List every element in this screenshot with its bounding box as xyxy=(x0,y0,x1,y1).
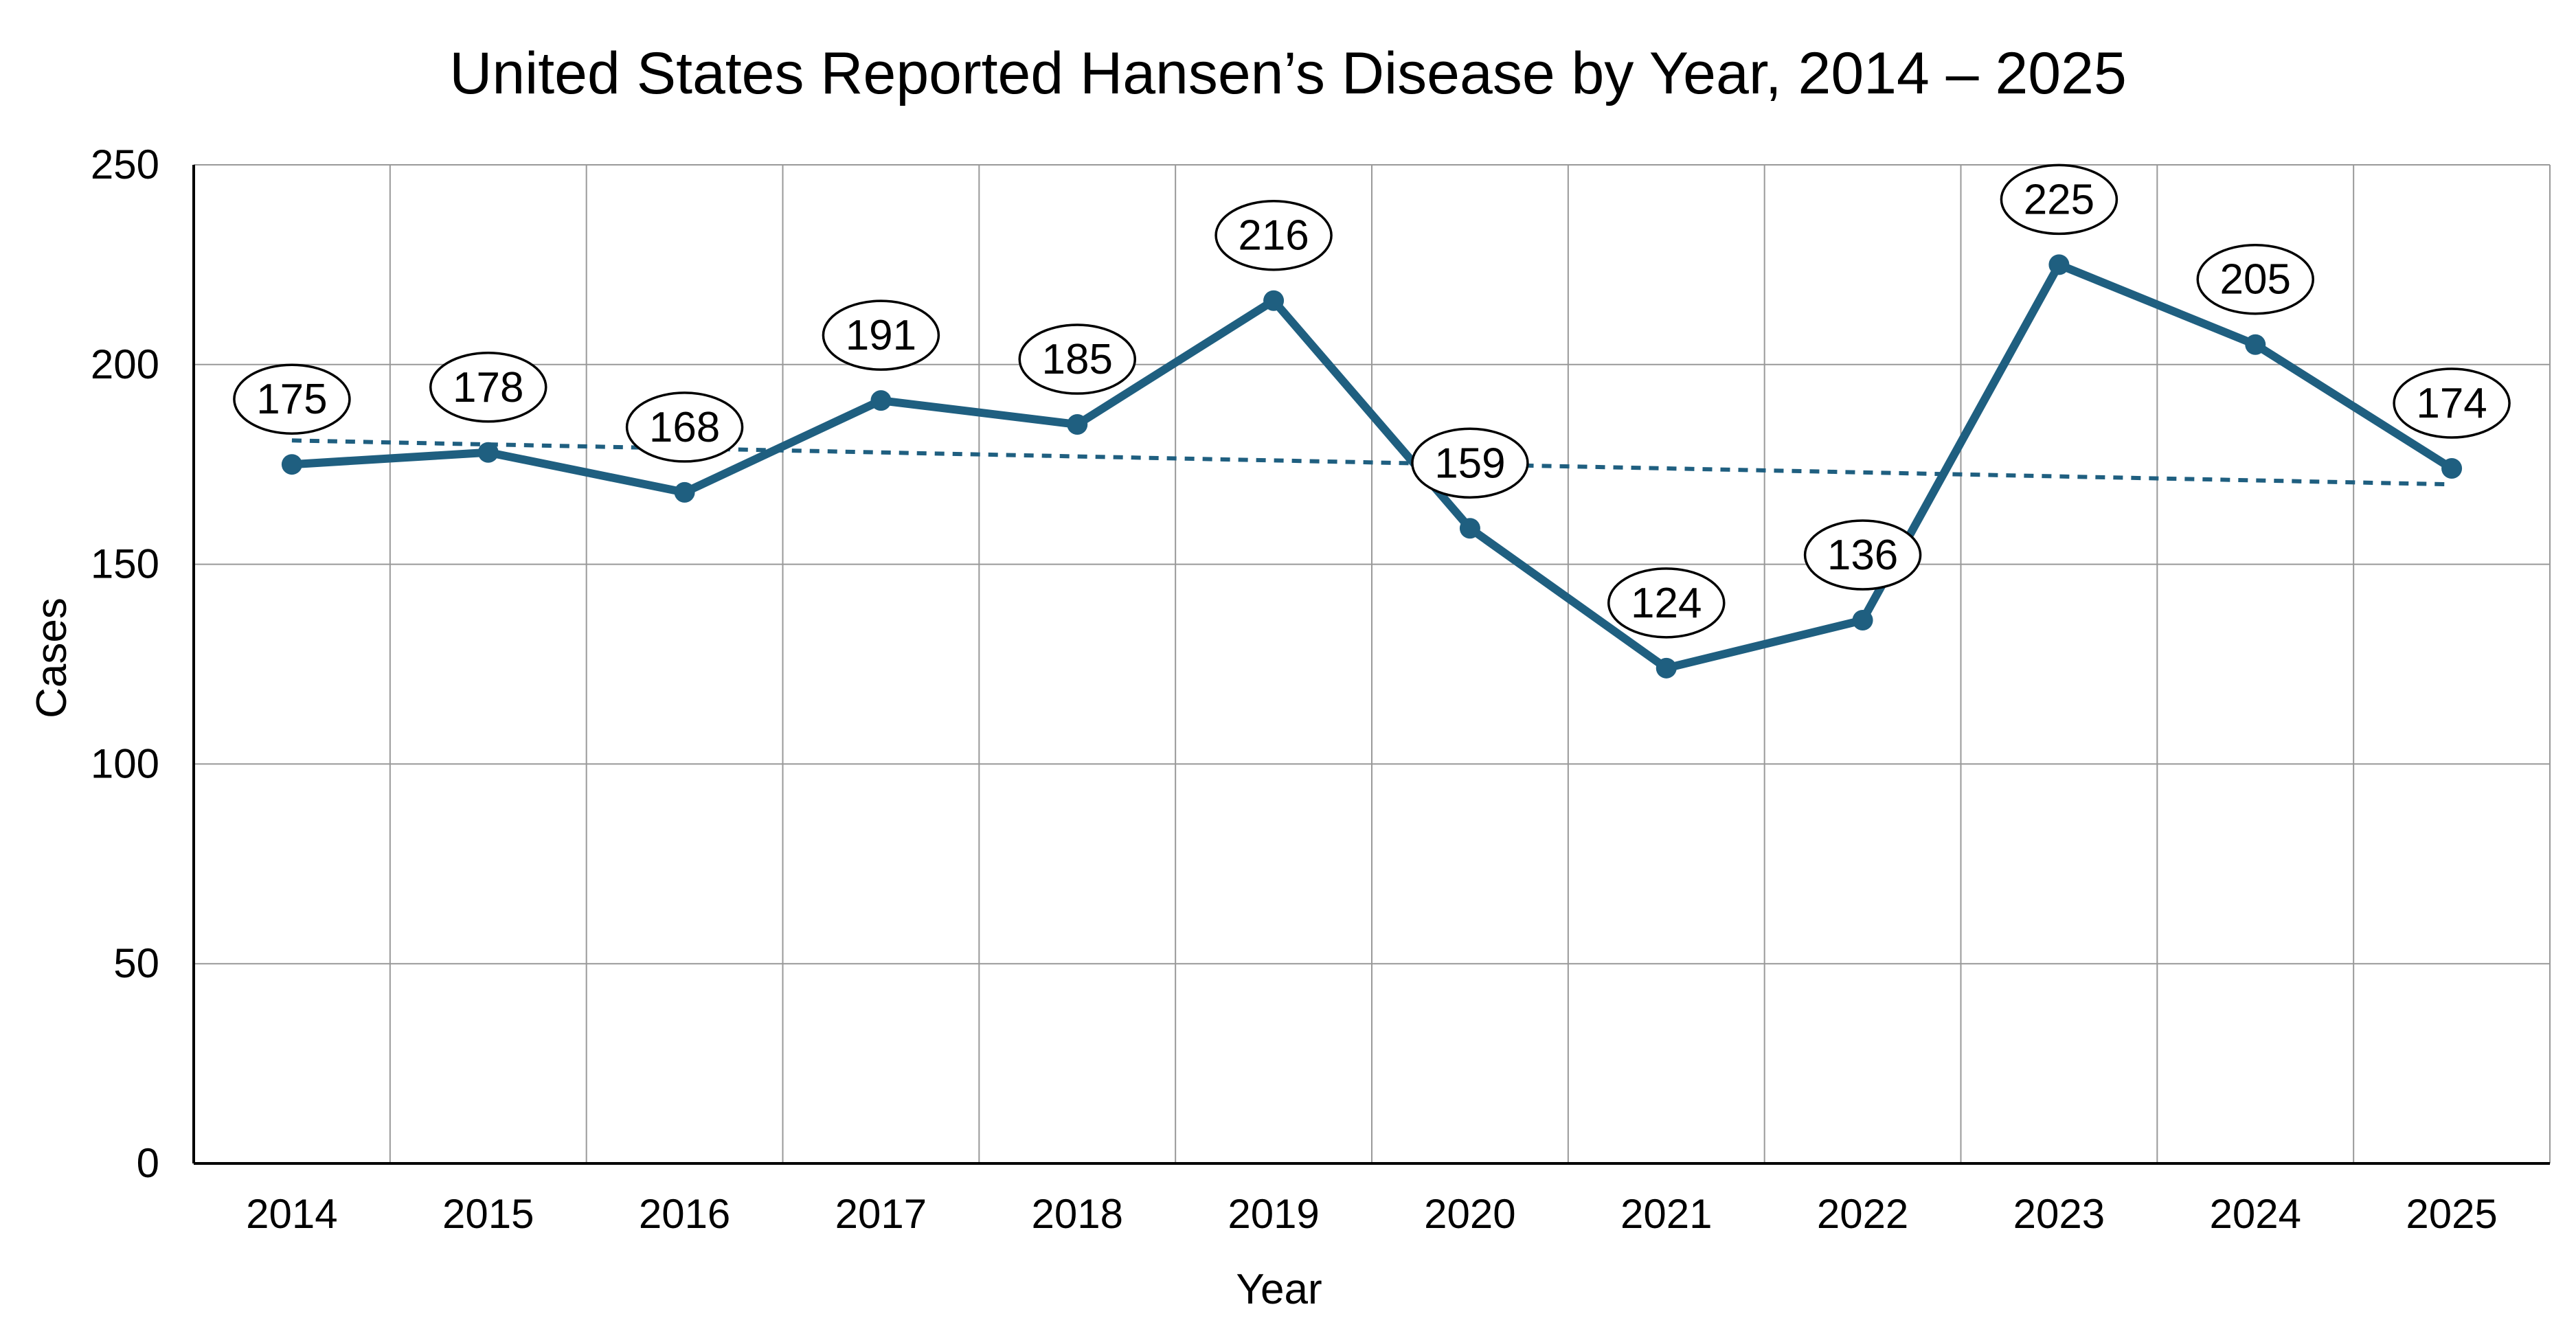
data-label-text: 175 xyxy=(256,376,327,423)
data-label-text: 124 xyxy=(1631,580,1702,627)
data-label: 178 xyxy=(429,352,547,423)
y-tick-label: 200 xyxy=(91,341,159,387)
data-point xyxy=(1852,610,1873,631)
data-point xyxy=(477,442,499,463)
grid xyxy=(194,164,2551,1163)
y-tick-label: 50 xyxy=(113,940,159,986)
data-point xyxy=(1263,290,1285,311)
x-tick-label: 2017 xyxy=(835,1191,927,1237)
data-point xyxy=(1459,518,1480,539)
data-label-bubble xyxy=(1803,519,1922,591)
data-label-bubble xyxy=(625,391,744,463)
data-label: 205 xyxy=(2196,243,2314,315)
x-tick-label: 2020 xyxy=(1424,1191,1515,1237)
data-label: 216 xyxy=(1214,199,1333,271)
data-label-text: 136 xyxy=(1827,532,1898,579)
data-point xyxy=(870,390,892,411)
x-tick-label: 2022 xyxy=(1817,1191,1908,1237)
data-label: 225 xyxy=(2000,163,2119,236)
x-tick-label: 2015 xyxy=(442,1191,534,1237)
data-label-text: 178 xyxy=(453,364,523,411)
data-label-text: 225 xyxy=(2024,176,2094,223)
data-label-text: 191 xyxy=(846,312,916,359)
data-label-text: 185 xyxy=(1042,336,1113,383)
data-label-text: 168 xyxy=(649,404,720,451)
y-tick-label: 100 xyxy=(91,740,159,786)
x-axis-label: Year xyxy=(1236,1266,1322,1313)
data-label-bubble xyxy=(1018,323,1136,395)
data-label: 159 xyxy=(1411,427,1529,499)
data-label-text: 174 xyxy=(2416,380,2487,427)
data-label-bubble xyxy=(429,352,547,423)
data-point xyxy=(1067,414,1088,435)
data-label-text: 159 xyxy=(1434,440,1505,487)
x-tick-label: 2016 xyxy=(639,1191,730,1237)
data-label-bubble xyxy=(233,363,351,435)
data-label: 174 xyxy=(2393,367,2511,439)
data-labels: 175 178 168 191 185 216 159 124 136 225 205 174 xyxy=(233,163,2511,639)
data-label: 191 xyxy=(822,299,940,371)
data-point xyxy=(2245,334,2266,355)
x-tick-label: 2025 xyxy=(2406,1191,2497,1237)
data-label: 124 xyxy=(1607,567,1726,639)
x-axis-ticks: 2014 2015 2016 2017 2018 2019 2020 2021 2022 2023… xyxy=(246,1191,2498,1237)
data-label-text: 205 xyxy=(2220,256,2291,304)
data-label: 168 xyxy=(625,391,744,463)
x-tick-label: 2023 xyxy=(2013,1191,2105,1237)
y-axis-label: Cases xyxy=(28,598,76,718)
data-label-bubble xyxy=(1411,427,1529,499)
y-axis-ticks: 0 50 100 150 200 250 xyxy=(91,141,159,1186)
axes xyxy=(192,165,2550,1165)
data-label-bubble xyxy=(2000,163,2119,236)
x-tick-label: 2014 xyxy=(246,1191,337,1237)
data-point xyxy=(1656,657,1677,679)
data-label-bubble xyxy=(1214,199,1333,271)
series xyxy=(281,254,2463,679)
data-label-bubble xyxy=(2393,367,2511,439)
data-point xyxy=(2441,458,2463,479)
series-line xyxy=(287,260,2456,672)
data-label: 185 xyxy=(1018,323,1136,395)
y-tick-label: 250 xyxy=(91,141,159,187)
y-tick-label: 0 xyxy=(137,1140,159,1186)
x-tick-label: 2024 xyxy=(2210,1191,2301,1237)
x-tick-label: 2019 xyxy=(1228,1191,1319,1237)
x-tick-label: 2021 xyxy=(1620,1191,1712,1237)
y-tick-label: 150 xyxy=(91,541,159,587)
data-label-bubble xyxy=(2196,243,2314,315)
data-point xyxy=(2048,254,2070,275)
x-tick-label: 2018 xyxy=(1032,1191,1123,1237)
data-label: 175 xyxy=(233,363,351,435)
data-label-bubble xyxy=(1607,567,1726,639)
data-point xyxy=(674,481,695,503)
data-label-bubble xyxy=(822,299,940,371)
data-point xyxy=(281,454,302,475)
data-label-text: 216 xyxy=(1238,212,1309,260)
chart-title: United States Reported Hansen’s Disease … xyxy=(449,41,2127,106)
data-label: 136 xyxy=(1803,519,1922,591)
